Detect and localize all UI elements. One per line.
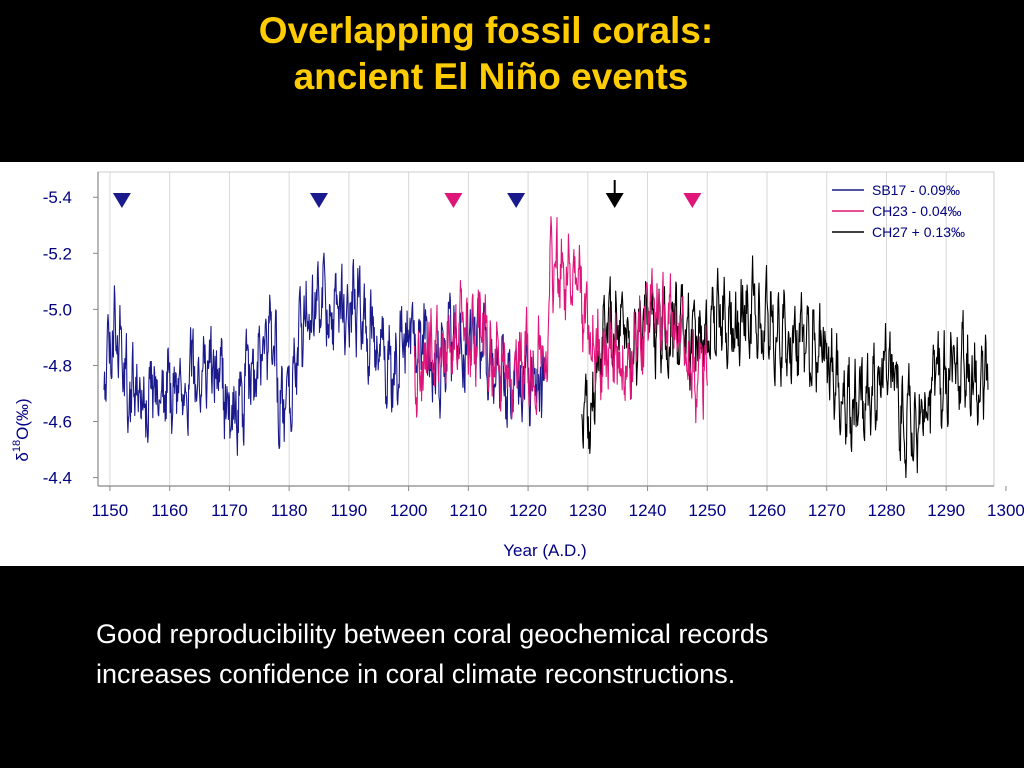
- x-tick-label: 1220: [509, 501, 547, 520]
- x-tick-label: 1170: [211, 501, 248, 520]
- event-marker: [112, 193, 131, 209]
- y-tick-label: -5.0: [43, 300, 72, 319]
- series-layer: [103, 216, 989, 479]
- axis-layer: 1150 1160 1170 1180 1190 1200 1210 1220 1230 1240…: [43, 171, 1024, 520]
- y-tick-label: -4.6: [43, 413, 72, 432]
- marker-layer: [112, 180, 702, 209]
- series-line-sb17: [103, 252, 547, 456]
- y-axis-title-sup: 18: [11, 440, 23, 452]
- event-marker: [507, 193, 526, 209]
- plot-frame: [97, 171, 995, 487]
- series-line-ch27: [581, 255, 989, 479]
- x-axis-title: Year (A.D.): [503, 541, 586, 560]
- event-marker: [683, 193, 702, 209]
- legend-label: CH27 + 0.13‰: [872, 224, 965, 240]
- event-marker: [444, 193, 463, 209]
- y-tick-label: -4.8: [43, 356, 72, 375]
- chart-panel: 1150 1160 1170 1180 1190 1200 1210 1220 1230 1240…: [0, 162, 1024, 566]
- title-line-2: ancient El Niño events: [293, 56, 689, 97]
- y-tick-label: -5.2: [43, 244, 72, 263]
- legend-layer: SB17 - 0.09‰ CH23 - 0.04‰ CH27 + 0.13‰: [832, 182, 965, 240]
- x-tick-label: 1200: [390, 501, 428, 520]
- x-tick-label: 1230: [569, 501, 607, 520]
- legend-label: CH23 - 0.04‰: [872, 203, 961, 219]
- y-axis-title-rest: O(‰): [13, 398, 32, 440]
- caption: Good reproducibility between coral geoch…: [96, 614, 996, 694]
- event-marker: [310, 193, 329, 209]
- legend-label: SB17 - 0.09‰: [872, 182, 960, 198]
- title-line-1: Overlapping fossil corals:: [258, 10, 714, 51]
- y-axis-title-delta: δ: [13, 452, 32, 461]
- x-tick-label: 1180: [271, 501, 308, 520]
- y-axis-title: δ18O(‰): [11, 398, 32, 461]
- x-tick-label: 1250: [688, 501, 726, 520]
- y-tick-label: -4.4: [43, 469, 72, 488]
- coral-chart: 1150 1160 1170 1180 1190 1200 1210 1220 1230 1240…: [11, 171, 1024, 560]
- series-line-ch23: [414, 216, 708, 424]
- event-marker: [605, 193, 624, 209]
- x-tick-label: 1160: [151, 501, 188, 520]
- x-tick-label: 1210: [449, 501, 487, 520]
- caption-line-2: increases confidence in coral climate re…: [96, 659, 736, 689]
- x-tick-label: 1150: [92, 501, 129, 520]
- x-tick-label: 1260: [748, 501, 786, 520]
- grid-layer: [109, 172, 947, 486]
- x-tick-label: 1290: [927, 501, 965, 520]
- x-tick-label: 1240: [629, 501, 667, 520]
- x-tick-label: 1270: [808, 501, 846, 520]
- slide-title: Overlapping fossil corals: ancient El Ni…: [0, 8, 972, 100]
- y-tick-label: -5.4: [43, 188, 72, 207]
- x-tick-label: 1300: [987, 501, 1024, 520]
- x-tick-label: 1280: [868, 501, 906, 520]
- caption-line-1: Good reproducibility between coral geoch…: [96, 619, 769, 649]
- x-tick-label: 1190: [331, 501, 368, 520]
